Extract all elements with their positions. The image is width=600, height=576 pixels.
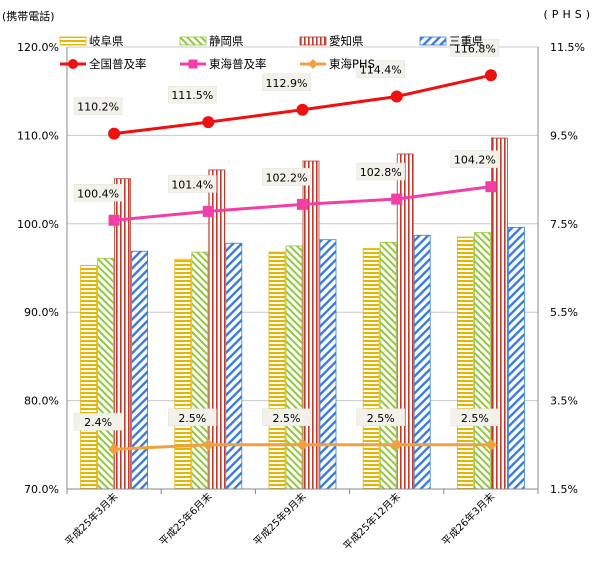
data-label-bg [262, 168, 311, 186]
line-layer [108, 69, 497, 456]
data-label-3-1: 2.4% [84, 416, 112, 429]
data-label-2-1: 100.4% [77, 187, 119, 200]
legend-line-label-3: 東海PHS [329, 57, 375, 71]
legend-marker-3 [308, 59, 318, 69]
marker-3-5 [484, 438, 497, 451]
bar-1-3 [268, 251, 286, 490]
bar-4-2 [225, 242, 243, 490]
data-label-2-2: 101.4% [171, 178, 213, 191]
legend-label-1: 岐阜県 [89, 34, 124, 48]
data-label-bg [450, 408, 500, 427]
right-axis-title: (PHS) [543, 8, 594, 21]
data-label-3-4: 2.5% [367, 412, 395, 425]
marker-1-4 [390, 90, 403, 103]
bar-2-4 [379, 241, 397, 490]
category-label: 平成25年12月末 [340, 490, 403, 553]
data-label-1-3: 112.9% [266, 77, 308, 90]
bar-4-3 [319, 239, 337, 490]
marker-3-2 [202, 438, 215, 451]
data-label-3-3: 2.5% [273, 412, 301, 425]
data-label-bg [168, 85, 217, 104]
data-label-1-1: 110.2% [77, 101, 119, 114]
bar-2-1 [97, 257, 114, 490]
data-label-bg [262, 73, 311, 92]
bar-4-4 [413, 234, 431, 490]
marker-2-1 [108, 214, 120, 226]
right-tick-label: 7.5% [550, 218, 578, 231]
bar-1-4 [362, 248, 380, 490]
data-label-3-2: 2.5% [178, 412, 206, 425]
left-tick-label: 90.0% [24, 306, 59, 319]
data-label-2-5: 104.2% [454, 154, 496, 167]
left-tick-label: 100.0% [17, 218, 59, 231]
bar-4-1 [131, 250, 149, 490]
bar-2-5 [473, 232, 491, 490]
legend-line-label-2: 東海普及率 [209, 57, 267, 71]
data-label-bg [450, 39, 500, 57]
legend-label-2: 静岡県 [209, 34, 244, 48]
left-tick-label: 70.0% [24, 483, 59, 496]
left-tick-label: 110.0% [17, 129, 59, 142]
marker-3-3 [296, 438, 309, 451]
marker-3-1 [108, 443, 121, 456]
right-tick-label: 11.5% [550, 41, 585, 54]
legend-swatch-2 [179, 36, 207, 46]
legend-swatch-4 [419, 36, 447, 46]
data-label-bg [356, 408, 405, 427]
bar-1-1 [80, 264, 97, 490]
marker-2-5 [485, 181, 497, 193]
data-label-bg [73, 97, 123, 115]
legend-label-3: 愛知県 [329, 34, 364, 48]
left-axis-title: (携帯電話) [2, 10, 55, 23]
data-label-bg [262, 408, 311, 427]
marker-1-1 [108, 127, 121, 140]
legend-swatch-3 [299, 36, 327, 46]
right-tick-label: 1.5% [550, 483, 578, 496]
legend-line-label-1: 全国普及率 [89, 57, 147, 71]
category-label: 平成25年3月末 [62, 490, 120, 548]
right-tick-label: 5.5% [550, 306, 578, 319]
data-label-bg [450, 150, 500, 168]
legend-marker-1 [68, 59, 78, 69]
marker-1-5 [484, 69, 497, 82]
left-tick-label: 120.0% [17, 41, 59, 54]
data-label-bg [356, 60, 405, 78]
marker-2-4 [391, 193, 403, 205]
data-label-1-5: 116.8% [454, 42, 496, 55]
legend-swatch-1 [59, 36, 87, 46]
data-label-bg [73, 184, 123, 202]
data-label-bg [168, 408, 217, 427]
bar-2-3 [285, 245, 303, 490]
data-label-bg [356, 162, 405, 181]
right-tick-label: 3.5% [550, 395, 578, 408]
marker-2-3 [297, 198, 308, 210]
data-label-bg [73, 412, 123, 431]
data-label-3-5: 2.5% [461, 412, 489, 425]
data-label-layer: 110.2% 111.5% 112.9% 114.4% 116.8% 100.4% 101.… [73, 39, 500, 431]
bar-3-3 [302, 160, 320, 490]
bar-3-2 [208, 169, 226, 490]
marker-2-2 [202, 205, 214, 217]
marker-1-2 [202, 116, 215, 129]
legend-label-4: 三重県 [449, 34, 484, 48]
category-label: 平成26年3月末 [439, 490, 497, 548]
data-label-1-4: 114.4% [360, 64, 402, 77]
category-label: 平成25年9月末 [251, 490, 309, 548]
left-tick-label: 80.0% [24, 395, 59, 408]
legend-marker-2 [188, 59, 198, 69]
category-label: 平成25年6月末 [156, 490, 214, 548]
marker-1-3 [296, 103, 309, 116]
data-label-bg [168, 175, 217, 193]
marker-3-4 [390, 438, 403, 451]
data-label-1-2: 111.5% [171, 89, 213, 102]
bar-1-2 [174, 258, 192, 490]
bar-1-5 [456, 236, 474, 490]
data-label-2-4: 102.8% [360, 166, 402, 179]
bar-2-2 [191, 251, 209, 490]
bar-4-5 [507, 226, 525, 490]
data-label-2-3: 102.2% [266, 171, 308, 184]
right-tick-label: 9.5% [550, 129, 578, 142]
